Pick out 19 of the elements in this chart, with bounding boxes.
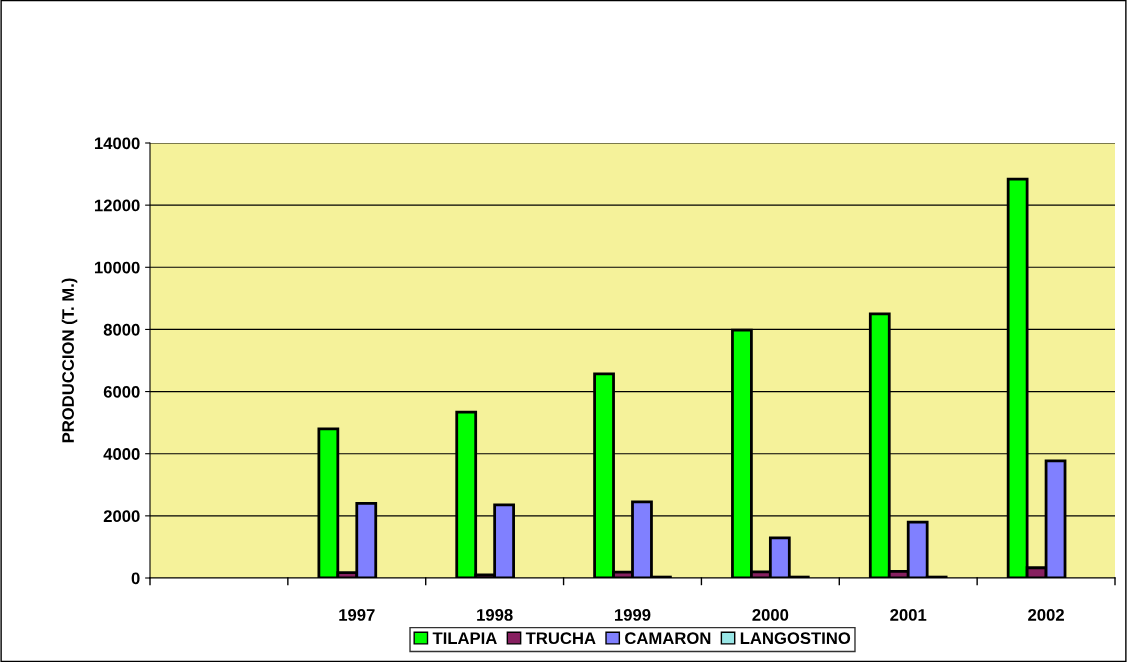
y-tick-label: 8000 (103, 323, 140, 336)
legend-label: TILAPIA (432, 632, 497, 644)
legend-label: LANGOSTINO (740, 632, 851, 645)
y-tick-label: 10000 (94, 261, 140, 274)
y-tick-label: 6000 (103, 385, 140, 398)
y-tick-label: 4000 (103, 448, 140, 460)
y-tick-label: 2000 (103, 510, 140, 523)
legend-label: TRUCHA (525, 632, 596, 645)
x-tick-label: 2000 (752, 609, 789, 621)
y-tick-label: 14000 (94, 137, 140, 150)
x-tick-label: 1997 (339, 609, 375, 621)
y-axis-title: PRODUCCION (T. M.) (61, 278, 78, 443)
y-tick-label: 12000 (94, 199, 140, 212)
x-tick-label: 2001 (890, 609, 927, 621)
y-tick-label: 0 (131, 572, 140, 585)
x-tick-label: 1998 (477, 609, 513, 621)
x-tick-label: 2002 (1028, 609, 1064, 621)
x-tick-label: 1999 (615, 609, 651, 621)
legend-label: CAMARON (625, 632, 711, 645)
